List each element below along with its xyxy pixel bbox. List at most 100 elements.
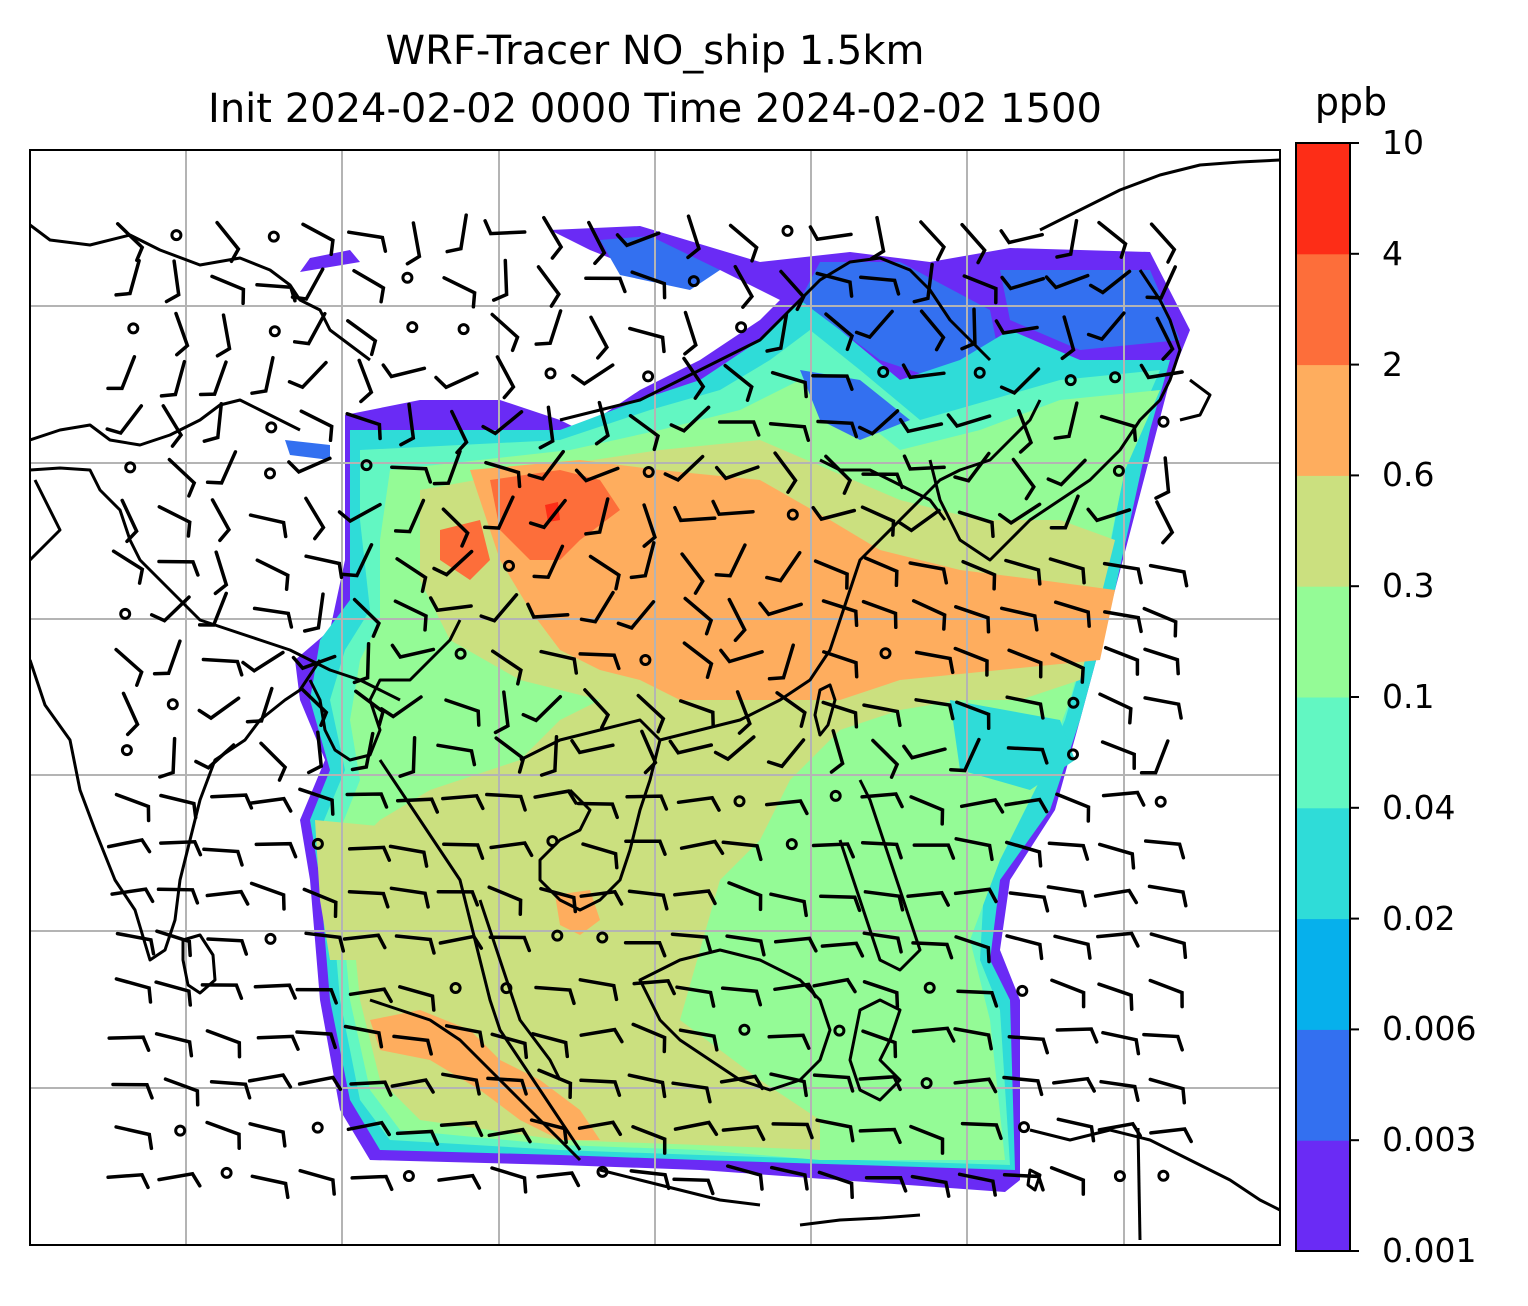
calm-wind-circle bbox=[500, 982, 513, 995]
wind-barb bbox=[536, 1171, 581, 1188]
wind-barb bbox=[953, 646, 989, 677]
wind-barb bbox=[629, 1169, 671, 1191]
wind-barb bbox=[863, 556, 899, 588]
wind-barb bbox=[1053, 934, 1092, 960]
calm-wind-circle bbox=[1157, 415, 1170, 428]
wind-barb bbox=[434, 371, 479, 390]
wind-barb bbox=[255, 282, 297, 303]
wind-barb bbox=[521, 694, 563, 723]
calm-wind-circle bbox=[406, 321, 419, 334]
wind-barb bbox=[919, 309, 946, 352]
coastline-lesser-sunda bbox=[799, 1213, 921, 1227]
coastline-bangladesh bbox=[308, 619, 462, 762]
wind-barb bbox=[343, 1024, 384, 1049]
wind-barb bbox=[120, 498, 139, 544]
wind-barb bbox=[481, 410, 524, 436]
wind-barb bbox=[1055, 218, 1079, 259]
wind-barb bbox=[248, 796, 293, 813]
wind-barb bbox=[205, 1029, 242, 1059]
wind-barb bbox=[438, 934, 484, 950]
wind-barb bbox=[682, 356, 706, 400]
wind-barb bbox=[861, 1029, 898, 1059]
calm-wind-circle bbox=[687, 275, 700, 288]
colorbar-band bbox=[1296, 475, 1350, 587]
wind-barb bbox=[632, 979, 676, 996]
wind-barb bbox=[683, 310, 698, 356]
wind-barb bbox=[1086, 311, 1126, 342]
wind-barb bbox=[721, 840, 763, 862]
wind-barb bbox=[493, 690, 510, 735]
wind-barb bbox=[728, 223, 759, 263]
wind-barb bbox=[483, 219, 527, 236]
wind-barb bbox=[1099, 1079, 1140, 1103]
wind-barb bbox=[254, 841, 298, 859]
wind-barb bbox=[1154, 456, 1171, 500]
wind-barb bbox=[628, 326, 666, 354]
calm-wind-circle bbox=[402, 1170, 415, 1182]
colorbar-tick-label: 4 bbox=[1382, 233, 1403, 273]
wind-barb bbox=[574, 466, 620, 483]
wind-barb bbox=[858, 1074, 902, 1092]
coastline-china-south bbox=[659, 399, 1042, 742]
calm-wind-circle bbox=[120, 744, 133, 757]
wind-barb bbox=[114, 647, 144, 687]
wind-barb bbox=[919, 220, 946, 262]
wind-barb bbox=[949, 737, 981, 773]
wind-barb bbox=[860, 840, 903, 860]
wind-barb bbox=[348, 987, 393, 1004]
wind-barb bbox=[854, 309, 894, 340]
wind-barb bbox=[997, 502, 1042, 526]
wind-barb bbox=[1139, 363, 1184, 380]
wind-barb bbox=[1006, 746, 1049, 765]
wind-barb bbox=[861, 599, 898, 630]
wind-barb bbox=[1139, 739, 1170, 775]
colorbar-band bbox=[1296, 143, 1350, 255]
colorbar-tick-label: 0.001 bbox=[1382, 1231, 1477, 1270]
wind-barb bbox=[678, 1028, 719, 1052]
wind-barb bbox=[953, 451, 991, 483]
wind-barb bbox=[769, 892, 808, 918]
wind-barb bbox=[537, 1068, 573, 1100]
wind-barb bbox=[292, 311, 327, 346]
wind-barb bbox=[862, 931, 903, 954]
calm-wind-circle bbox=[503, 559, 515, 572]
wind-barb bbox=[1102, 561, 1143, 585]
wind-barb bbox=[631, 1022, 667, 1054]
wind-barb bbox=[1053, 600, 1091, 628]
wind-barb bbox=[1148, 563, 1189, 588]
wind-barb bbox=[399, 402, 416, 447]
wind-barb bbox=[678, 699, 715, 729]
wind-barb bbox=[388, 844, 429, 868]
wind-barb bbox=[298, 787, 335, 816]
wind-barb bbox=[405, 221, 422, 266]
calm-wind-circle bbox=[267, 230, 280, 243]
calm-wind-circle bbox=[170, 229, 183, 242]
wind-barb bbox=[347, 890, 390, 909]
calm-wind-circle bbox=[546, 835, 559, 848]
wind-barb bbox=[1047, 841, 1090, 861]
wind-barb bbox=[773, 451, 798, 494]
wind-barb bbox=[156, 887, 200, 905]
field-orange bbox=[470, 460, 1115, 700]
wind-barb bbox=[197, 696, 241, 721]
wind-barb bbox=[811, 842, 855, 859]
wind-barb bbox=[1145, 265, 1177, 300]
coastline-myanmar-thai bbox=[378, 759, 582, 1151]
map-frame bbox=[29, 149, 1281, 1246]
wind-barb bbox=[627, 889, 669, 911]
coastline-new-guinea bbox=[1029, 1128, 1280, 1212]
wind-barb bbox=[445, 213, 468, 254]
calm-wind-circle bbox=[311, 1121, 324, 1134]
wind-barb bbox=[901, 363, 946, 380]
wind-barb bbox=[163, 1077, 200, 1107]
wind-barb bbox=[291, 654, 337, 671]
wind-barb bbox=[1148, 1077, 1187, 1105]
wind-barb bbox=[1007, 1035, 1050, 1055]
wind-barb bbox=[398, 985, 436, 1012]
calm-wind-circle bbox=[544, 367, 557, 380]
wind-barb bbox=[539, 649, 579, 675]
wind-barb bbox=[350, 731, 375, 772]
wind-barb bbox=[352, 597, 381, 638]
wind-barb bbox=[1050, 978, 1086, 1009]
wind-barb bbox=[441, 1072, 481, 1096]
